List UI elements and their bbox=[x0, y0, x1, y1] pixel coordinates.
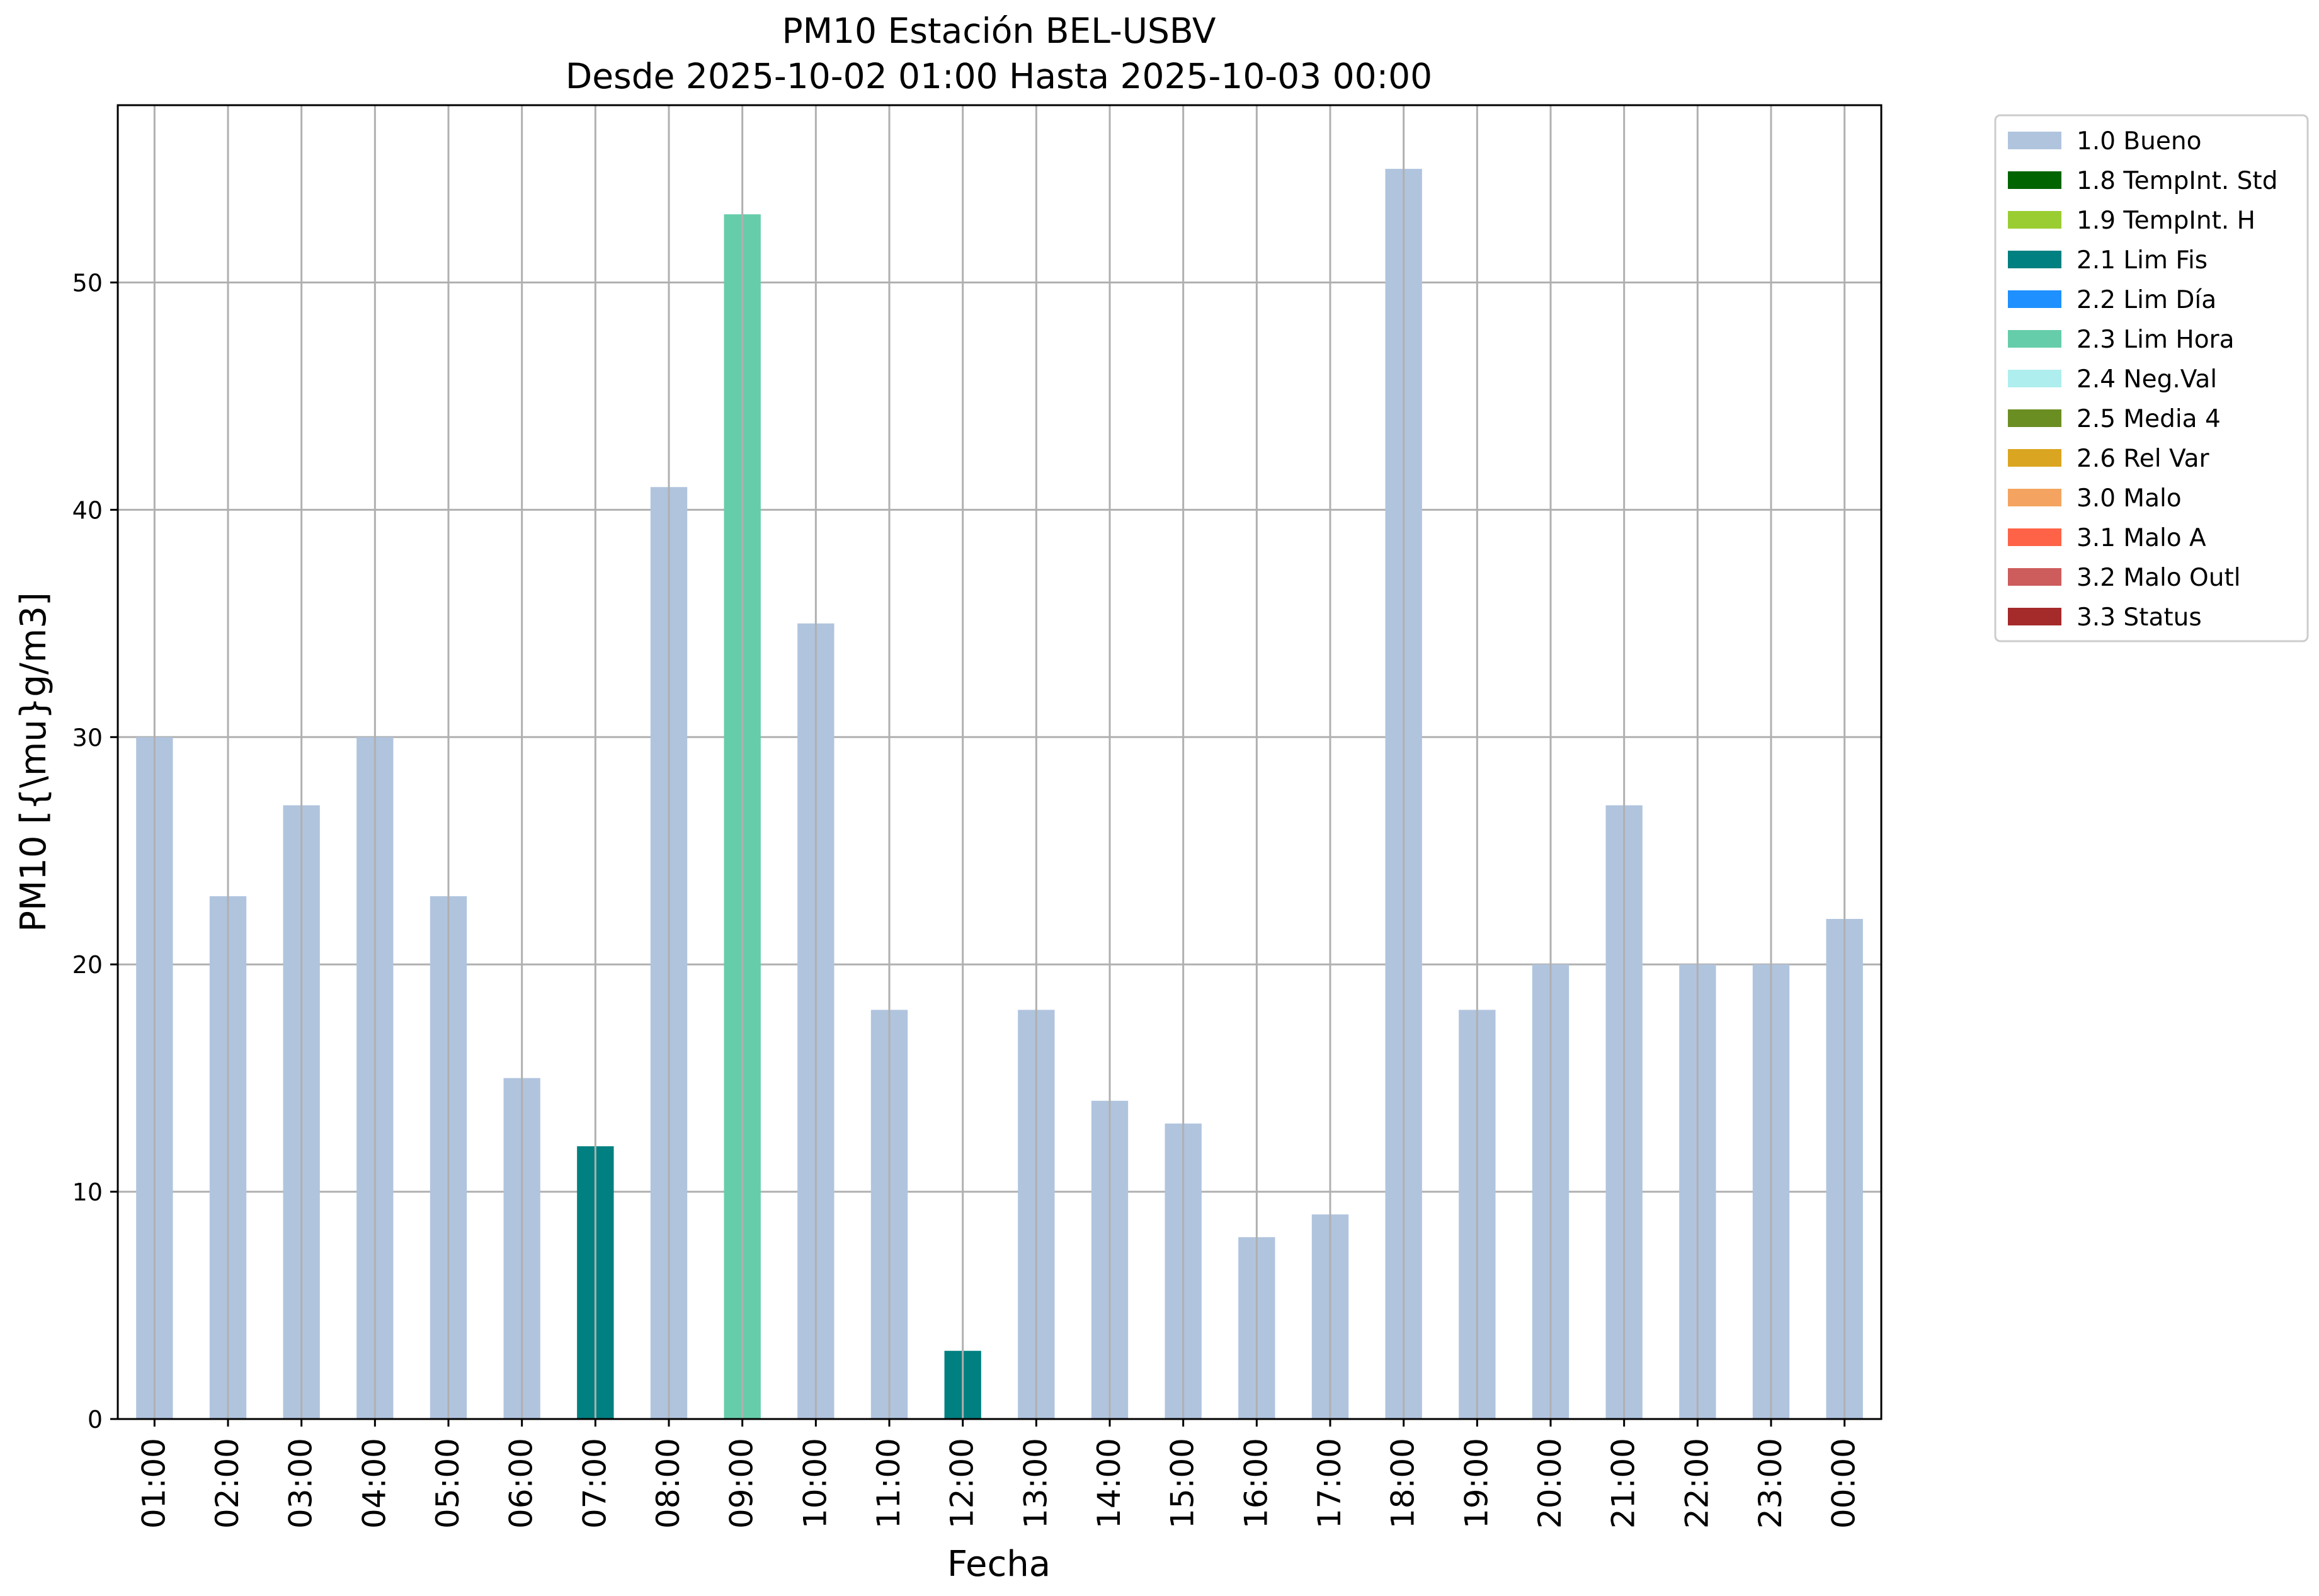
chart-title: PM10 Estación BEL-USBV bbox=[782, 11, 1216, 51]
y-tick-label: 40 bbox=[72, 496, 103, 524]
legend-swatch bbox=[2008, 568, 2061, 586]
x-tick-label: 19:00 bbox=[1458, 1438, 1495, 1529]
legend-label: 2.1 Lim Fis bbox=[2077, 246, 2208, 275]
legend-label: 3.2 Malo Outl bbox=[2077, 564, 2241, 592]
legend-label: 1.9 TempInt. H bbox=[2077, 207, 2255, 235]
legend-swatch bbox=[2008, 211, 2061, 229]
legend-label: 1.0 Bueno bbox=[2077, 127, 2201, 156]
y-axis-ticks: 0 10 20 30 40 50 bbox=[72, 270, 118, 1434]
x-tick-label: 01:00 bbox=[135, 1438, 172, 1529]
x-axis-ticks: 01:00 02:00 03:00 04:00 05:00 06:00 07:00 08:00… bbox=[135, 1419, 1862, 1529]
y-tick-label: 50 bbox=[72, 270, 103, 297]
legend-swatch bbox=[2008, 489, 2061, 506]
legend-label: 2.6 Rel Var bbox=[2077, 445, 2210, 473]
x-tick-label: 22:00 bbox=[1678, 1438, 1715, 1529]
legend-label: 3.3 Status bbox=[2077, 603, 2202, 632]
y-tick-label: 30 bbox=[72, 724, 103, 751]
legend-swatch bbox=[2008, 528, 2061, 546]
legend-swatch bbox=[2008, 449, 2061, 467]
legend-label: 2.5 Media 4 bbox=[2077, 405, 2221, 433]
x-tick-label: 10:00 bbox=[797, 1438, 833, 1529]
x-tick-label: 11:00 bbox=[870, 1438, 907, 1529]
y-tick-label: 0 bbox=[88, 1406, 103, 1434]
legend-swatch bbox=[2008, 330, 2061, 348]
x-tick-label: 07:00 bbox=[576, 1438, 613, 1529]
x-tick-label: 13:00 bbox=[1017, 1438, 1054, 1529]
x-tick-label: 06:00 bbox=[503, 1438, 540, 1529]
x-tick-label: 05:00 bbox=[430, 1438, 466, 1529]
x-tick-label: 04:00 bbox=[356, 1438, 392, 1529]
bars bbox=[136, 105, 1863, 1420]
x-tick-label: 03:00 bbox=[283, 1438, 319, 1529]
legend-swatch bbox=[2008, 608, 2061, 625]
legend-label: 3.0 Malo bbox=[2077, 484, 2182, 513]
y-axis-label: PM10 [{\mu}g/m3] bbox=[13, 592, 54, 932]
x-tick-label: 20:00 bbox=[1532, 1438, 1568, 1529]
plot-frame bbox=[117, 104, 1883, 1420]
x-tick-label: 08:00 bbox=[650, 1438, 687, 1529]
x-tick-label: 15:00 bbox=[1165, 1438, 1201, 1529]
legend-label: 2.3 Lim Hora bbox=[2077, 326, 2235, 354]
legend-swatch bbox=[2008, 171, 2061, 189]
legend-label: 3.1 Malo A bbox=[2077, 524, 2206, 552]
legend-swatch bbox=[2008, 132, 2061, 149]
legend-label: 2.4 Neg.Val bbox=[2077, 365, 2217, 394]
x-tick-label: 02:00 bbox=[209, 1438, 246, 1529]
chart-subtitle: Desde 2025-10-02 01:00 Hasta 2025-10-03 … bbox=[566, 56, 1432, 96]
x-tick-label: 23:00 bbox=[1752, 1438, 1789, 1529]
x-tick-label: 21:00 bbox=[1605, 1438, 1642, 1529]
legend: 1.0 Bueno 1.8 TempInt. Std 1.9 TempInt. H 2… bbox=[1994, 114, 2309, 642]
y-tick-label: 20 bbox=[72, 951, 103, 979]
y-tick-label: 10 bbox=[72, 1178, 103, 1206]
legend-swatch bbox=[2008, 370, 2061, 387]
x-tick-label: 16:00 bbox=[1238, 1438, 1274, 1529]
legend-swatch bbox=[2008, 290, 2061, 308]
x-tick-label: 14:00 bbox=[1091, 1438, 1127, 1529]
x-tick-label: 09:00 bbox=[724, 1438, 760, 1529]
x-tick-label: 17:00 bbox=[1311, 1438, 1348, 1529]
legend-label: 2.2 Lim Día bbox=[2077, 286, 2216, 314]
legend-label: 1.8 TempInt. Std bbox=[2077, 167, 2277, 195]
x-axis-label: Fecha bbox=[947, 1544, 1051, 1585]
legend-swatch bbox=[2008, 409, 2061, 427]
x-tick-label: 12:00 bbox=[944, 1438, 981, 1529]
legend-swatch bbox=[2008, 251, 2061, 268]
x-tick-label: 18:00 bbox=[1385, 1438, 1422, 1529]
x-tick-label: 00:00 bbox=[1826, 1438, 1862, 1529]
legend-frame bbox=[1994, 114, 2309, 642]
